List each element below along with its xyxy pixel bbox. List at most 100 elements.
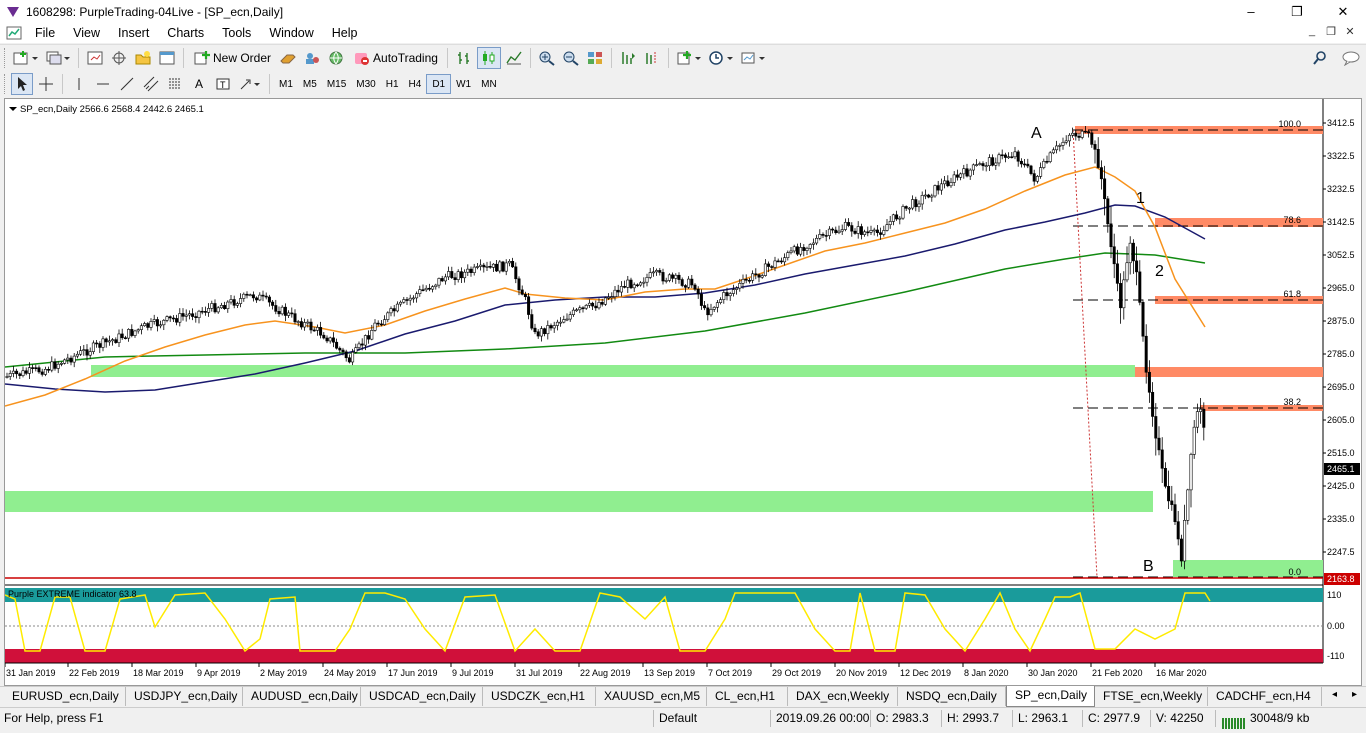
market-watch-button[interactable] bbox=[84, 47, 106, 69]
candle-body bbox=[1032, 173, 1036, 182]
bar-chart-button[interactable] bbox=[453, 47, 475, 69]
indicators-button[interactable] bbox=[674, 47, 704, 69]
community-button[interactable] bbox=[325, 47, 347, 69]
timeframe-m15[interactable]: M15 bbox=[326, 78, 347, 90]
indicator-line bbox=[4, 591, 1211, 653]
templates-button[interactable] bbox=[738, 47, 768, 69]
candle-body bbox=[114, 339, 118, 343]
candle-body bbox=[651, 271, 655, 274]
mdi-close-button[interactable]: ✕ bbox=[1345, 26, 1355, 38]
chart-shift-button[interactable] bbox=[641, 47, 663, 69]
new-chart-button[interactable] bbox=[11, 47, 41, 69]
chart-tab[interactable]: USDCZK_ecn,H1 bbox=[483, 687, 596, 706]
candlestick-button[interactable] bbox=[476, 46, 501, 69]
candle-body bbox=[827, 228, 831, 236]
tab-scroll-left-icon[interactable]: ◂ bbox=[1332, 689, 1338, 700]
autotrading-button[interactable]: AutoTrading bbox=[349, 47, 442, 69]
timeframe-m30[interactable]: M30 bbox=[356, 78, 376, 90]
cursor-button[interactable] bbox=[11, 73, 33, 95]
menu-help[interactable]: Help bbox=[331, 26, 358, 40]
maximize-button[interactable]: ❐ bbox=[1291, 3, 1303, 19]
data-window-button[interactable] bbox=[108, 47, 130, 69]
menu-tools[interactable]: Tools bbox=[222, 26, 252, 40]
chart-tab[interactable]: SP_ecn,Daily bbox=[1006, 686, 1095, 707]
menu-insert[interactable]: Insert bbox=[118, 26, 150, 40]
price-chart[interactable]: 100.0 78.6 61.8 38.2 0.0 A 1 2 B SP_ecn,… bbox=[4, 99, 1361, 685]
status-profile[interactable]: Default bbox=[659, 711, 698, 725]
gold-button[interactable] bbox=[277, 47, 299, 69]
mdi-minimize-button[interactable]: _ bbox=[1308, 25, 1316, 37]
candle-body bbox=[1016, 151, 1020, 162]
timeframe-h1[interactable]: H1 bbox=[385, 78, 399, 90]
equidistant-channel-button[interactable] bbox=[140, 73, 162, 95]
auto-scroll-button[interactable] bbox=[617, 47, 639, 69]
candle-body bbox=[1090, 132, 1094, 145]
minimize-button[interactable]: – bbox=[1247, 4, 1255, 19]
zoom-in-button[interactable] bbox=[536, 47, 558, 69]
timeframe-h4[interactable]: H4 bbox=[408, 78, 422, 90]
candle-body bbox=[357, 343, 361, 348]
candle-body bbox=[1093, 144, 1097, 150]
arrows-button[interactable] bbox=[236, 73, 264, 95]
chart-tab[interactable]: NSDQ_ecn,Daily bbox=[898, 687, 1006, 706]
tab-scroll-right-icon[interactable]: ▸ bbox=[1352, 689, 1358, 700]
profiles-button[interactable] bbox=[43, 47, 73, 69]
candle-body bbox=[1045, 160, 1049, 163]
candle-body bbox=[1103, 178, 1107, 200]
chart-tab[interactable]: FTSE_ecn,Weekly bbox=[1095, 687, 1208, 706]
chart-tab[interactable]: USDJPY_ecn,Daily bbox=[126, 687, 243, 706]
trendline-button[interactable] bbox=[116, 73, 138, 95]
candle-body bbox=[735, 287, 739, 290]
timeframe-d1[interactable]: D1 bbox=[426, 74, 452, 94]
timeframe-w1[interactable]: W1 bbox=[456, 78, 472, 90]
chart-window[interactable]: 100.0 78.6 61.8 38.2 0.0 A 1 2 B SP_ecn,… bbox=[4, 98, 1362, 686]
signals-button[interactable] bbox=[301, 47, 323, 69]
candle-body bbox=[1125, 262, 1129, 281]
candle-body bbox=[920, 195, 924, 205]
tile-windows-button[interactable] bbox=[584, 47, 606, 69]
chat-button[interactable] bbox=[1339, 47, 1363, 69]
text-label-icon: T bbox=[216, 78, 230, 90]
connection-bars-icon[interactable] bbox=[1222, 712, 1248, 733]
candle-body bbox=[674, 274, 678, 279]
menu-charts[interactable]: Charts bbox=[167, 26, 205, 40]
chart-tab[interactable]: CL_ecn,H1 bbox=[707, 687, 788, 706]
menu-window[interactable]: Window bbox=[269, 26, 314, 40]
text-button[interactable]: A bbox=[188, 73, 210, 95]
crosshair-button[interactable] bbox=[35, 73, 57, 95]
navigator-button[interactable] bbox=[132, 47, 154, 69]
close-button[interactable]: ✕ bbox=[1337, 3, 1349, 19]
terminal-button[interactable] bbox=[156, 47, 178, 69]
candle-body bbox=[383, 319, 387, 325]
candle-body bbox=[949, 182, 953, 187]
candle-body bbox=[469, 268, 473, 274]
chart-tab[interactable]: XAUUSD_ecn,M5 bbox=[596, 687, 707, 706]
chart-tab[interactable]: AUDUSD_ecn,Daily bbox=[243, 687, 361, 706]
horizontal-line-button[interactable] bbox=[92, 73, 114, 95]
candle-body bbox=[315, 327, 319, 331]
new-order-button[interactable]: New Order bbox=[189, 47, 275, 69]
search-button[interactable] bbox=[1309, 47, 1331, 69]
fib-trend-line bbox=[1072, 129, 1098, 578]
vertical-line-button[interactable] bbox=[68, 73, 90, 95]
candle-body bbox=[1099, 167, 1103, 180]
timeframe-m1[interactable]: M1 bbox=[279, 78, 293, 90]
chart-tab[interactable]: EURUSD_ecn,Daily bbox=[4, 687, 126, 706]
candle-body bbox=[354, 347, 358, 353]
fibonacci-button[interactable] bbox=[164, 73, 186, 95]
chart-tab[interactable]: DAX_ecn,Weekly bbox=[788, 687, 898, 706]
line-chart-button[interactable] bbox=[503, 47, 525, 69]
zoom-out-button[interactable] bbox=[560, 47, 582, 69]
chart-tab[interactable]: USDCAD_ecn,Daily bbox=[361, 687, 483, 706]
candle-body bbox=[984, 165, 988, 167]
candle-body bbox=[744, 278, 748, 281]
menu-file[interactable]: File bbox=[35, 26, 56, 40]
text-label-button[interactable]: T bbox=[212, 73, 234, 95]
timeframe-m5[interactable]: M5 bbox=[302, 78, 317, 90]
menu-view[interactable]: View bbox=[73, 26, 101, 40]
chart-tab[interactable]: CADCHF_ecn,H4 bbox=[1208, 687, 1322, 706]
timeframe-mn[interactable]: MN bbox=[481, 78, 497, 90]
periods-button[interactable] bbox=[706, 47, 736, 69]
mdi-restore-button[interactable]: ❐ bbox=[1326, 26, 1336, 38]
candle-body bbox=[296, 321, 300, 323]
